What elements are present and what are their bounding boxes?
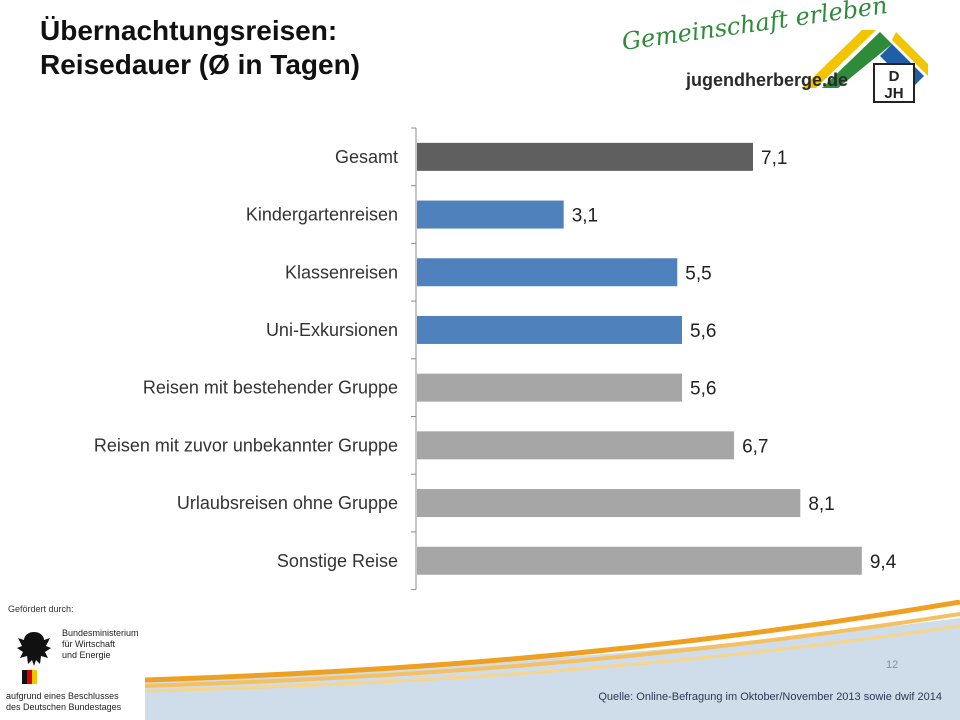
- logo-badge: [873, 63, 915, 103]
- value-label: 7,1: [761, 148, 787, 169]
- djh-house-logo: D JH: [802, 30, 928, 103]
- value-label: 5,5: [685, 263, 711, 284]
- page-number: 12: [886, 659, 899, 671]
- logo-site: jugendherberge.de: [686, 70, 849, 90]
- flag-red: [27, 670, 32, 684]
- funding-label: Gefördert durch:: [8, 604, 74, 614]
- bar: [417, 142, 753, 171]
- category-label: Gesamt: [335, 147, 398, 167]
- ministry-line-2: für Wirtschaft: [62, 639, 116, 649]
- logo-stripe-yellow-2: [892, 32, 928, 76]
- category-label: Sonstige Reise: [277, 551, 398, 571]
- bar-chart: Gesamt 7,1 Kindergartenreisen 3,1 Klassenrei…: [94, 127, 897, 591]
- value-label: 6,7: [742, 436, 768, 457]
- category-label: Reisen mit zuvor unbekannter Gruppe: [94, 435, 398, 455]
- flag-black: [22, 670, 27, 684]
- value-label: 5,6: [690, 321, 716, 342]
- decision-line-1: aufgrund eines Beschlusses: [6, 691, 119, 701]
- bar: [417, 431, 735, 460]
- bar: [417, 258, 678, 287]
- bar: [417, 200, 564, 229]
- logo-badge-bottom: JH: [884, 85, 903, 102]
- value-label: 3,1: [572, 206, 598, 227]
- ministry-name: Bundesministerium für Wirtschaft und Ene…: [62, 628, 142, 661]
- federal-eagle-icon: [17, 632, 51, 684]
- decision-line-2: des Deutschen Bundestages: [6, 702, 122, 712]
- title-line-2: Reisedauer (Ø in Tagen): [40, 49, 360, 80]
- ministry-line-3: und Energie: [62, 650, 111, 660]
- footer-swoosh: [144, 600, 960, 720]
- swoosh-orange-3: [144, 624, 960, 693]
- bar: [417, 489, 801, 518]
- funding-box: Gefördert durch: Bundesministerium für W…: [0, 600, 145, 720]
- bar: [417, 546, 862, 575]
- slide-title: Übernachtungsreisen: Reisedauer (Ø in Ta…: [40, 14, 360, 82]
- value-label: 9,4: [870, 552, 897, 573]
- bar: [417, 373, 683, 402]
- logo-badge-top: D: [889, 68, 900, 85]
- swoosh-orange-2: [144, 612, 960, 688]
- title-line-1: Übernachtungsreisen:: [40, 15, 338, 46]
- category-label: Kindergartenreisen: [246, 205, 398, 225]
- source-note: Quelle: Online-Befragung im Oktober/Nove…: [598, 691, 942, 703]
- bundestag-decision: aufgrund eines Beschlusses des Deutschen…: [6, 691, 144, 713]
- ministry-line-1: Bundesministerium: [62, 628, 139, 638]
- bar: [417, 315, 683, 344]
- category-label: Urlaubsreisen ohne Gruppe: [177, 493, 398, 513]
- category-label: Uni-Exkursionen: [266, 320, 398, 340]
- flag-gold: [32, 670, 37, 684]
- category-label: Reisen mit bestehender Gruppe: [143, 378, 398, 398]
- value-label: 5,6: [690, 379, 716, 400]
- logo-stripe-green: [822, 32, 892, 88]
- swoosh-orange-1: [144, 600, 960, 683]
- category-label: Klassenreisen: [285, 262, 398, 282]
- value-label: 8,1: [808, 494, 834, 515]
- logo-stripe-yellow: [802, 30, 876, 88]
